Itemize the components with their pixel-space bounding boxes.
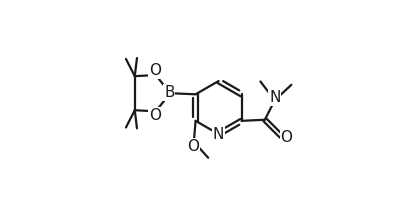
- Text: B: B: [164, 85, 175, 100]
- Text: O: O: [280, 130, 292, 145]
- Text: O: O: [149, 63, 161, 78]
- Text: N: N: [213, 127, 224, 142]
- Text: O: O: [187, 139, 200, 154]
- Text: N: N: [269, 90, 280, 105]
- Text: O: O: [149, 108, 161, 123]
